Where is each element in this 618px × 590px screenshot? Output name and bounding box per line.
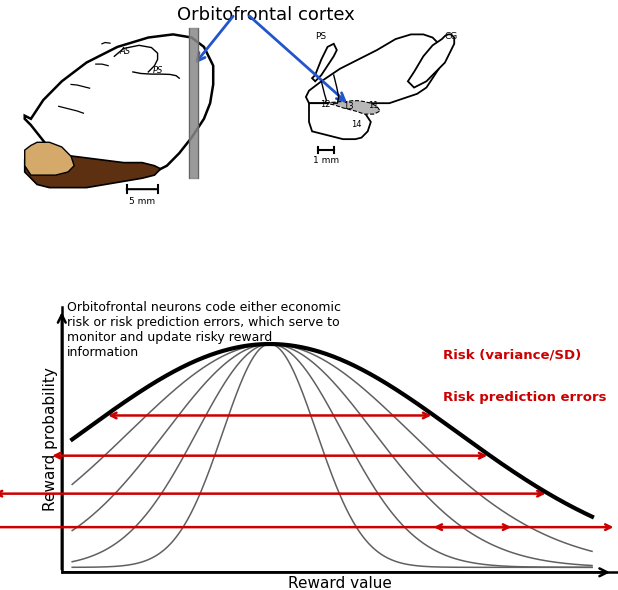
Text: Risk (variance/SD): Risk (variance/SD) xyxy=(443,348,581,361)
Text: CG: CG xyxy=(445,32,458,41)
Polygon shape xyxy=(408,34,454,87)
Text: PS: PS xyxy=(315,32,326,41)
Text: 1 mm: 1 mm xyxy=(313,156,339,165)
X-axis label: Reward value: Reward value xyxy=(288,576,392,590)
Polygon shape xyxy=(312,44,337,81)
Text: 14: 14 xyxy=(351,120,362,129)
Polygon shape xyxy=(25,150,161,188)
Text: Risk prediction errors: Risk prediction errors xyxy=(443,391,606,404)
Text: PS: PS xyxy=(153,65,164,74)
Text: AS: AS xyxy=(119,47,130,56)
Polygon shape xyxy=(309,103,371,139)
Text: 11: 11 xyxy=(368,101,378,110)
Polygon shape xyxy=(25,142,74,175)
Polygon shape xyxy=(25,34,213,175)
Polygon shape xyxy=(306,34,442,103)
Text: Orbitofrontal neurons code either economic
risk or risk prediction errors, which: Orbitofrontal neurons code either econom… xyxy=(67,301,341,359)
Y-axis label: Reward probability: Reward probability xyxy=(43,368,57,512)
Text: Orbitofrontal cortex: Orbitofrontal cortex xyxy=(177,6,355,24)
Polygon shape xyxy=(324,101,380,114)
Text: 5 mm: 5 mm xyxy=(129,197,155,206)
Text: 12: 12 xyxy=(320,100,331,109)
Text: 13: 13 xyxy=(343,103,353,112)
